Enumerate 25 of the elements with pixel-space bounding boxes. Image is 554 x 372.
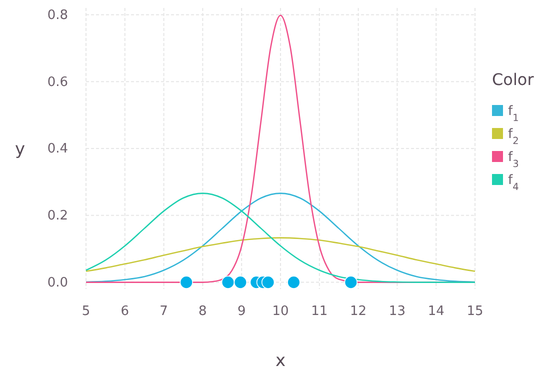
x-tick-label: 12 bbox=[350, 304, 367, 320]
legend-label: f$_{3}$ bbox=[508, 150, 519, 170]
x-tick-label: 14 bbox=[428, 304, 444, 320]
x-tick-label: 11 bbox=[311, 304, 328, 320]
line-series bbox=[85, 237, 476, 272]
y-axis-title: y bbox=[14, 140, 26, 160]
legend-title: Color bbox=[492, 70, 534, 89]
x-tick-label: 6 bbox=[120, 304, 130, 320]
x-tick-label: 10 bbox=[272, 304, 289, 320]
y-tick-label: 0.8 bbox=[47, 8, 68, 23]
x-tick-label: 5 bbox=[82, 304, 90, 320]
legend-label: f$_{4}$ bbox=[508, 173, 519, 192]
x-tick-label: 15 bbox=[466, 304, 484, 320]
legend-label: f$_{1}$ bbox=[508, 104, 519, 124]
y-tick-label: 0.6 bbox=[47, 74, 68, 90]
line-series bbox=[85, 192, 476, 283]
y-tick-label: 0.4 bbox=[47, 142, 68, 157]
y-tick-label: 0.2 bbox=[47, 208, 68, 224]
x-tick-label: 9 bbox=[237, 304, 246, 320]
x-tick-label: 8 bbox=[198, 304, 207, 320]
y-tick-label: 0.0 bbox=[47, 275, 68, 290]
x-tick-label: 13 bbox=[388, 304, 406, 320]
x-tick-label: 7 bbox=[160, 304, 168, 320]
legend-label: f$_{2}$ bbox=[508, 127, 519, 146]
x-axis-title: x bbox=[275, 351, 286, 371]
